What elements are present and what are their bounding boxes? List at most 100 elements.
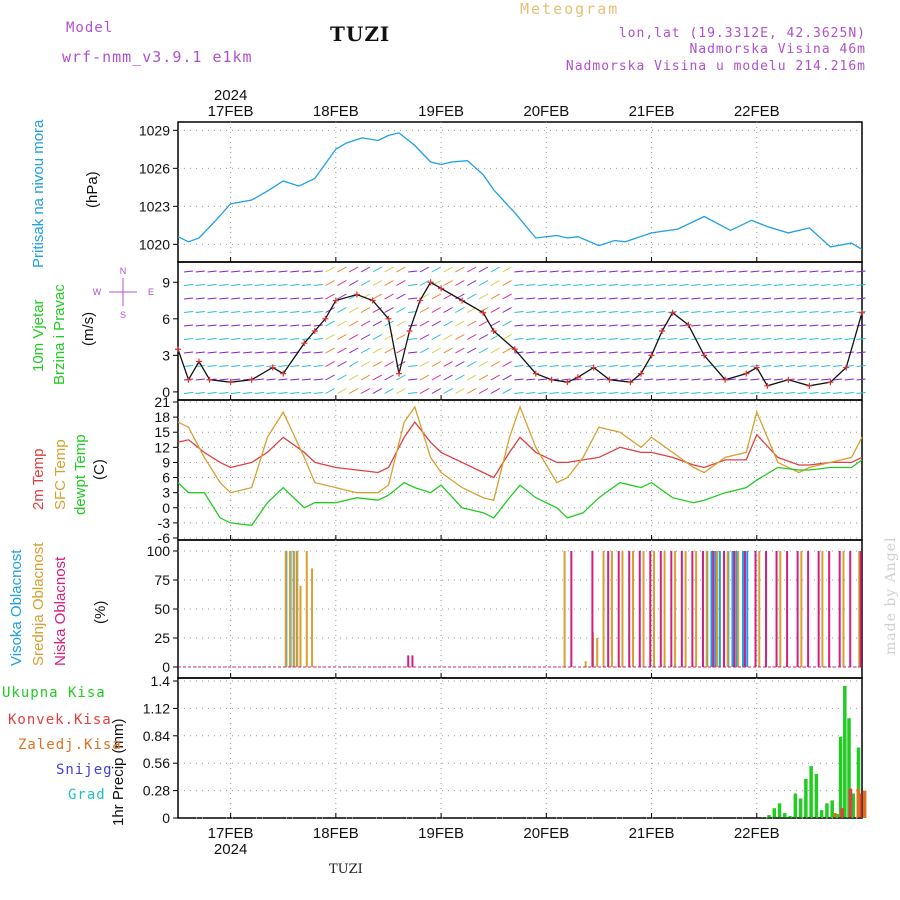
wind-arrow-7-19 [408, 365, 418, 367]
ytick-label-0-1: 1023 [139, 198, 170, 214]
ytick-label-0-0: 1020 [139, 236, 170, 252]
wind-arrow-7-12 [325, 361, 335, 367]
wind-arrow-2-42 [679, 297, 689, 300]
wind-arrow-6-33 [573, 351, 583, 354]
bar-4-0-3 [777, 803, 782, 818]
wind-arrow-9-11 [313, 392, 323, 394]
bar-4-2-0 [833, 813, 837, 818]
wind-arrow-6-6 [254, 351, 264, 354]
wind-arrow-2-18 [396, 293, 406, 300]
wind-arrow-1-18 [396, 280, 406, 286]
wind-arrow-5-24 [466, 334, 477, 340]
wind-point-21 [480, 309, 487, 316]
wind-arrow-9-36 [608, 392, 618, 394]
wind-arrow-4-25 [478, 320, 489, 327]
wind-arrow-4-5 [242, 324, 253, 327]
bar-3-0-8 [718, 551, 721, 667]
bar-3-2-28 [859, 551, 862, 667]
bar-4-0-17 [847, 718, 851, 818]
wind-arrow-8-30 [537, 378, 548, 381]
ytick-label-2-5: 9 [162, 454, 170, 470]
wind-arrow-1-36 [608, 284, 618, 286]
wind-arrow-9-9 [290, 392, 300, 394]
wind-point-38 [743, 370, 750, 377]
wind-arrow-8-12 [325, 374, 335, 381]
bar-4-0-1 [767, 815, 771, 818]
wind-arrow-0-26 [490, 266, 501, 273]
bar-3-1-1 [288, 551, 291, 667]
wind-arrow-2-2 [207, 297, 217, 300]
wind-arrow-5-31 [549, 338, 559, 340]
wind-arrow-0-8 [278, 270, 288, 273]
wind-point-7 [280, 370, 287, 377]
wind-arrow-2-3 [219, 297, 229, 300]
wind-arrow-5-51 [785, 338, 795, 340]
wind-arrow-9-53 [809, 392, 819, 394]
wind-arrow-6-11 [313, 351, 323, 354]
wind-arrow-1-32 [561, 284, 571, 286]
wind-arrow-8-6 [254, 378, 264, 381]
bar-3-2-25 [828, 551, 831, 667]
wind-arrow-1-42 [679, 284, 689, 286]
wind-arrow-2-56 [844, 297, 854, 300]
bar-4-0-4 [783, 813, 787, 818]
ytick-label-3-2: 50 [154, 601, 170, 617]
wind-arrow-6-47 [738, 351, 748, 354]
wind-point-16 [406, 328, 413, 334]
wind-arrow-9-10 [301, 392, 312, 394]
wind-arrow-3-5 [242, 311, 253, 313]
wind-arrow-6-45 [714, 351, 725, 354]
wind-arrow-6-0 [183, 351, 194, 354]
wind-arrow-7-25 [478, 361, 489, 367]
wind-arrow-7-1 [195, 365, 205, 367]
wind-arrow-5-29 [526, 338, 536, 340]
wind-arrow-0-33 [573, 270, 583, 273]
wind-arrow-2-25 [478, 293, 489, 300]
year-label-top: 2024 [214, 87, 247, 104]
wind-arrow-2-28 [514, 297, 524, 300]
wind-point-31 [638, 370, 645, 377]
wind-arrow-0-48 [750, 270, 760, 273]
wind-arrow-7-17 [384, 361, 394, 367]
wind-arrow-0-55 [832, 270, 843, 273]
wind-arrow-3-43 [691, 311, 701, 313]
wind-arrow-4-28 [514, 324, 524, 327]
wind-arrow-2-27 [502, 293, 512, 300]
wind-arrow-8-3 [219, 378, 229, 381]
wind-arrow-5-38 [632, 338, 642, 340]
wind-arrow-2-5 [242, 297, 253, 300]
wind-point-2 [196, 358, 203, 365]
wind-arrow-9-33 [573, 392, 583, 394]
wind-point-32 [648, 352, 655, 359]
ytick-label-0-3: 1029 [139, 122, 170, 138]
wind-arrow-9-7 [266, 392, 276, 394]
wind-arrow-2-12 [325, 293, 335, 300]
bar-4-0-7 [798, 798, 803, 818]
wind-arrow-5-14 [348, 334, 359, 340]
wind-arrow-7-42 [679, 365, 689, 367]
wind-arrow-8-21 [431, 374, 442, 381]
wind-point-35 [685, 321, 692, 328]
wind-arrow-9-50 [773, 392, 784, 394]
legend-snow: Snijeg [56, 762, 113, 778]
wind-arrow-7-13 [337, 361, 347, 367]
wind-arrow-7-40 [655, 365, 666, 367]
wind-arrow-1-52 [797, 284, 807, 286]
wind-arrow-2-8 [278, 297, 288, 300]
ytick-label-4-1: 0.28 [143, 783, 170, 799]
wind-arrow-5-7 [266, 338, 276, 340]
wind-point-30 [627, 379, 634, 386]
wind-point-10 [322, 315, 329, 322]
wind-arrow-7-6 [254, 365, 264, 367]
wind-arrow-0-18 [396, 266, 406, 273]
wind-arrow-7-32 [561, 365, 571, 367]
wind-arrow-9-23 [455, 388, 465, 394]
wind-arrow-0-36 [608, 270, 618, 273]
wind-arrow-5-18 [396, 334, 406, 340]
wind-arrow-6-18 [396, 347, 406, 354]
wind-arrow-7-33 [573, 365, 583, 367]
wind-arrow-2-6 [254, 297, 264, 300]
wind-arrow-8-57 [856, 378, 866, 381]
date-label-top-0: 17FEB [208, 103, 254, 120]
bar-3-1-12 [610, 551, 613, 667]
